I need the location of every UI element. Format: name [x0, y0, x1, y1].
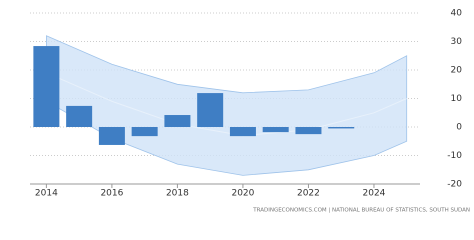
bar: [328, 127, 355, 129]
y-tick-label: 10: [451, 94, 463, 104]
x-tick-label: 2016: [100, 189, 123, 199]
bar: [164, 115, 191, 127]
x-tick-label: 2024: [363, 189, 386, 199]
bar: [197, 93, 224, 127]
x-tick-label: 2020: [231, 189, 254, 199]
bar: [229, 127, 256, 137]
y-tick-label: 40: [451, 9, 463, 19]
y-tick-label: -20: [447, 180, 462, 190]
y-tick-label: 0: [456, 123, 462, 133]
source: TRADINGECONOMICS.COM | NATIONAL BUREAU O…: [252, 208, 470, 214]
y-tick-label: 20: [451, 66, 463, 76]
x-tick-label: 2014: [35, 189, 58, 199]
chart: TRADINGECONOMICS.COM | NATIONAL BUREAU O…: [30, 9, 470, 214]
bar: [66, 105, 93, 127]
y-tick-label: -10: [447, 151, 462, 161]
bar: [295, 127, 322, 135]
bar: [131, 127, 158, 137]
x-tick-label: 2022: [297, 189, 320, 199]
y-tick-label: 30: [451, 37, 463, 47]
bar: [33, 46, 60, 128]
forecast-band: [46, 35, 408, 176]
x-tick-label: 2018: [166, 189, 189, 199]
bar: [262, 127, 289, 133]
bar: [98, 127, 125, 145]
